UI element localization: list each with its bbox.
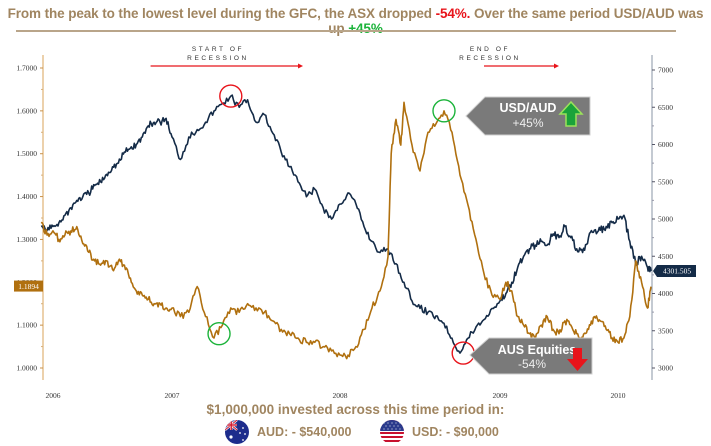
investment-title: $1,000,000 invested across this time per… bbox=[206, 402, 505, 417]
recession-arrow-head bbox=[554, 63, 559, 69]
down-arrow-icon bbox=[567, 348, 588, 371]
x-tick-label: 2007 bbox=[165, 391, 180, 400]
left-tick-label: 1.1000 bbox=[16, 321, 37, 330]
usd-callout-title: USD/AUD bbox=[500, 101, 557, 115]
dual-axis-line-chart: 1.00001.10001.20001.30001.40001.50001.60… bbox=[14, 46, 696, 400]
left-tick-label: 1.3000 bbox=[16, 235, 37, 244]
start-recession-line1: START OF bbox=[192, 46, 244, 53]
highlight-circle-green bbox=[207, 322, 231, 346]
x-tick-label: 2009 bbox=[493, 391, 508, 400]
up-arrow-icon bbox=[558, 100, 584, 127]
right-tick-label: 7000 bbox=[658, 66, 673, 75]
start-recession-line2: RECESSION bbox=[187, 55, 249, 62]
right-tick-label: 3000 bbox=[658, 364, 673, 373]
left-current-value-tag bbox=[14, 280, 43, 292]
end-recession-line2: RECESSION bbox=[459, 55, 521, 62]
end-recession-line1: END OF bbox=[470, 46, 510, 53]
highlight-circle-green bbox=[432, 99, 456, 123]
x-tick-label: 2006 bbox=[46, 391, 61, 400]
x-tick-label: 2010 bbox=[611, 391, 626, 400]
aus-equities-callout: AUS Equities -54% bbox=[469, 337, 593, 375]
usd-aud-callout: USD/AUD +45% bbox=[465, 96, 591, 136]
asx-callout-value: -54% bbox=[518, 357, 546, 371]
asx-drop-value: -54%. bbox=[435, 6, 471, 21]
left-tick-label: 1.5000 bbox=[16, 149, 37, 158]
usa-flag-icon bbox=[380, 420, 404, 444]
left-tick-label: 1.6000 bbox=[16, 106, 37, 115]
right-tick-label: 5000 bbox=[658, 215, 673, 224]
left-tick-label: 1.4000 bbox=[16, 192, 37, 201]
right-tick-label: 5500 bbox=[658, 177, 673, 186]
left-current-value-text: 1.1894 bbox=[18, 282, 39, 291]
left-tick-label: 1.0000 bbox=[16, 364, 37, 373]
x-tick-label: 2008 bbox=[333, 391, 348, 400]
usd-aud-series-line bbox=[40, 101, 652, 360]
right-tick-label: 6500 bbox=[658, 103, 673, 112]
right-tick-label: 4000 bbox=[658, 289, 673, 298]
usd-rise-value: +45% bbox=[348, 21, 383, 36]
asx-series-line bbox=[40, 94, 652, 354]
usd-callout-value: +45% bbox=[512, 116, 543, 130]
right-current-value-tag bbox=[653, 265, 696, 278]
headline-prefix: From the peak to the lowest level during… bbox=[7, 6, 436, 21]
investment-item-usd: USD: - $90,000 bbox=[380, 420, 499, 444]
right-tick-label: 3500 bbox=[658, 326, 673, 335]
right-tick-label: 6000 bbox=[658, 140, 673, 149]
headline-divider bbox=[16, 30, 676, 32]
left-tick-label: 1.7000 bbox=[16, 64, 37, 73]
headline-middle: Over the same period USD/AUD was up bbox=[328, 6, 704, 36]
asx-callout-title: AUS Equities bbox=[498, 343, 577, 357]
right-tick-label: 4500 bbox=[658, 252, 673, 261]
highlight-circle-red bbox=[219, 84, 243, 108]
aud-result: AUD: - $540,000 bbox=[257, 425, 352, 439]
investment-item-aud: AUD: - $540,000 bbox=[225, 420, 352, 444]
headline: From the peak to the lowest level during… bbox=[0, 6, 711, 36]
recession-arrow-head bbox=[298, 63, 304, 69]
right-current-value-text: 4301.505 bbox=[663, 267, 691, 276]
australia-flag-icon bbox=[225, 420, 249, 444]
usd-result: USD: - $90,000 bbox=[412, 425, 499, 439]
